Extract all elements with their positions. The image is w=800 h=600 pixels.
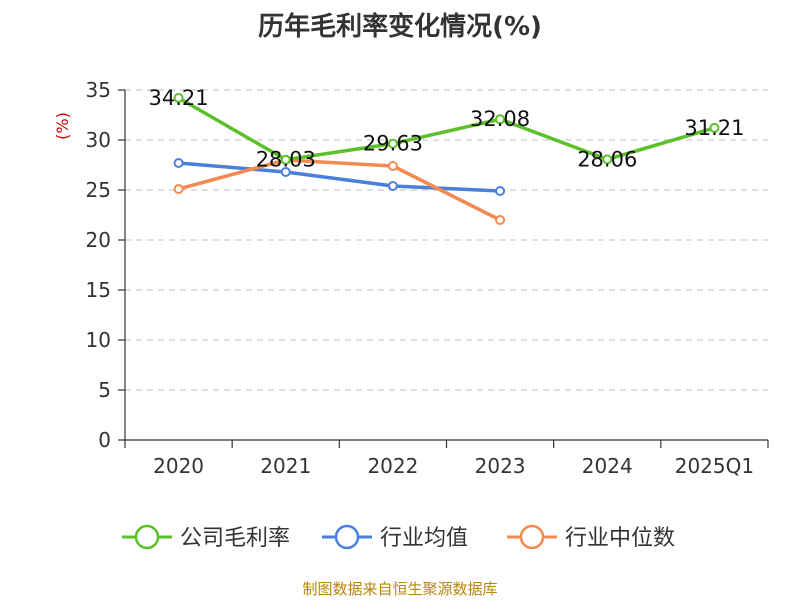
series-point (387, 161, 398, 171)
source-note: 制图数据来自恒生聚源数据库 (302, 580, 498, 598)
data-label: 34.21 (149, 86, 209, 110)
y-tick-label: 20 (86, 228, 111, 252)
y-tick-label: 25 (86, 178, 111, 202)
x-tick-label: 2025Q1 (675, 454, 754, 478)
data-label: 28.06 (577, 147, 637, 171)
x-tick-label: 2021 (260, 454, 311, 478)
y-tick-label: 30 (86, 128, 111, 152)
data-label: 28.03 (256, 148, 316, 172)
legend-swatch-marker (134, 524, 160, 550)
chart-title: 历年毛利率变化情况(%) (258, 12, 542, 42)
y-tick-label: 15 (86, 278, 111, 302)
series-point (173, 184, 184, 194)
data-label: 29.63 (363, 132, 423, 156)
series-point (495, 114, 506, 125)
series-point (495, 215, 506, 225)
y-tick-label: 10 (86, 328, 111, 352)
x-tick-label: 2023 (475, 454, 526, 478)
series-line (178, 161, 501, 193)
series-point (173, 158, 184, 168)
legend-swatch-marker (334, 524, 360, 550)
series-point (387, 138, 398, 149)
data-label: 31.21 (684, 116, 744, 140)
series-line (177, 96, 715, 162)
x-tick-label: 2022 (367, 454, 418, 478)
series-point (602, 154, 613, 165)
series-point (173, 92, 184, 103)
grid-lines (125, 89, 768, 391)
legend: 公司毛利率 行业均值 行业中位数 (122, 524, 675, 551)
legend-label: 公司毛利率 (180, 526, 290, 551)
y-axis-label: (%) (53, 112, 72, 140)
series (173, 92, 720, 225)
y-tick-label: 0 (98, 428, 111, 452)
axes: 0 5 10 15 20 25 30 35 2020 2021 2022 2023 2024 2025Q1… (53, 78, 769, 478)
legend-label: 行业中位数 (565, 526, 675, 551)
legend-label: 行业均值 (380, 526, 468, 551)
series-point (280, 167, 291, 177)
legend-swatch-marker (519, 524, 545, 550)
series-point (709, 122, 720, 133)
y-tick-label: 35 (86, 78, 111, 102)
y-tick-label: 5 (98, 378, 111, 402)
series-line (178, 158, 501, 222)
series-point (280, 154, 291, 165)
data-label: 32.08 (470, 107, 530, 131)
series-point (387, 181, 398, 191)
x-tick-label: 2020 (153, 454, 204, 478)
data-labels: 34.21 28.03 29.63 32.08 28.06 31.21 (149, 86, 745, 172)
series-point (495, 186, 506, 196)
x-tick-label: 2024 (582, 454, 633, 478)
